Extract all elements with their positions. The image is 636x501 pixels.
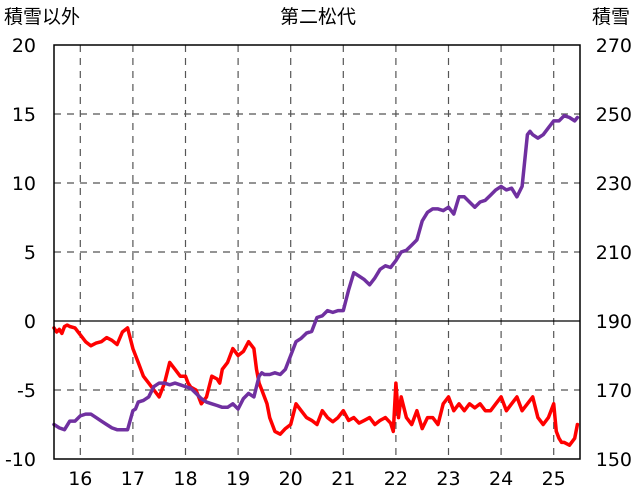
y-left-tick-label: 5 [24, 242, 36, 264]
x-tick-label: 21 [331, 468, 355, 490]
series-line-1 [52, 323, 580, 447]
x-tick-label: 16 [68, 468, 92, 490]
y-right-tick-label: 250 [596, 104, 632, 126]
y-left-tick-label: -5 [17, 380, 36, 402]
y-right-tick-label: 170 [596, 380, 632, 402]
x-tick-label: 23 [436, 468, 460, 490]
y-right-tick-label: 270 [596, 35, 632, 57]
y-axis-label-right: 積雪 [592, 6, 630, 28]
y-axis-label-left: 積雪以外 [4, 6, 80, 28]
y-right-tick-label: 230 [596, 173, 632, 195]
y-right-tick-label: 210 [596, 242, 632, 264]
x-tick-label: 19 [226, 468, 250, 490]
x-tick-label: 20 [279, 468, 303, 490]
x-tick-label: 18 [173, 468, 197, 490]
y-right-tick-label: 150 [596, 449, 632, 471]
y-left-tick-label: -10 [5, 449, 36, 471]
series-line-2 [52, 113, 580, 432]
x-tick-label: 25 [542, 468, 566, 490]
y-right-tick-label: 190 [596, 311, 632, 333]
x-tick-label: 22 [384, 468, 408, 490]
y-left-tick-label: 0 [24, 311, 36, 333]
plot-frame [53, 44, 581, 460]
x-tick-label: 24 [489, 468, 513, 490]
y-left-tick-label: 20 [12, 35, 36, 57]
y-left-tick-label: 10 [12, 173, 36, 195]
series-layer [52, 113, 580, 447]
y-left-tick-label: 15 [12, 104, 36, 126]
chart-title: 第二松代 [280, 6, 356, 28]
tick-labels: 20 15 10 5 0 -5 -10 270 250 230 210 190 170 150 16 17 18… [5, 35, 632, 490]
x-tick-label: 17 [121, 468, 145, 490]
